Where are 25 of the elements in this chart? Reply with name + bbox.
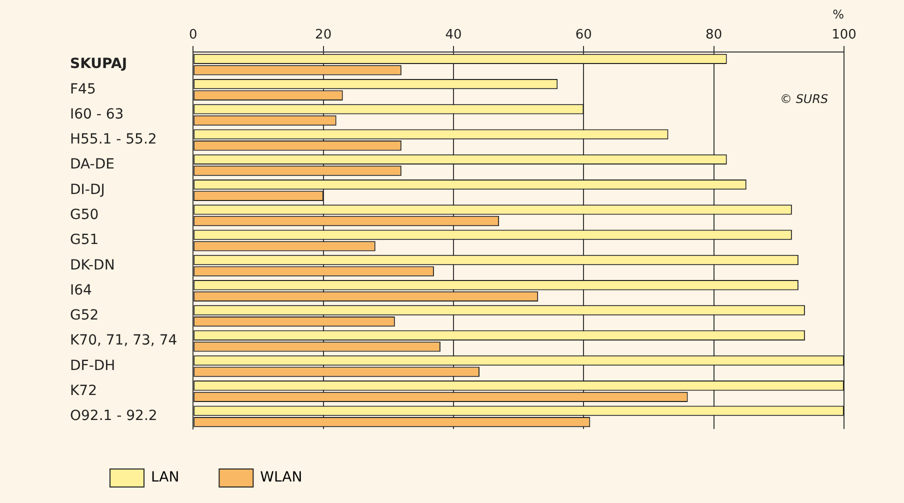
y-tick-label: DA-DE xyxy=(70,156,114,173)
x-tick-label: 20 xyxy=(315,28,332,43)
x-tick-label: 60 xyxy=(575,28,592,43)
y-tick-label: SKUPAJ xyxy=(70,56,128,72)
y-tick-label: I60 - 63 xyxy=(70,106,124,122)
legend-label: LAN xyxy=(151,470,180,486)
x-tick-label: 40 xyxy=(445,28,462,43)
y-tick-label: G52 xyxy=(70,308,99,324)
y-tick-label: DI-DJ xyxy=(70,182,105,198)
y-tick-label: G50 xyxy=(70,207,99,224)
x-axis-title: % xyxy=(832,7,844,22)
y-tick-label: K72 xyxy=(70,382,97,399)
y-tick-label: H55.1 - 55.2 xyxy=(70,132,157,148)
y-tick-label: F45 xyxy=(70,81,96,98)
y-tick-label: G51 xyxy=(70,232,99,248)
y-tick-label: DF-DH xyxy=(70,358,116,374)
x-tick-label: 0 xyxy=(189,28,198,43)
x-tick-label: 100 xyxy=(832,28,856,43)
annotation: © SURS xyxy=(780,92,828,106)
legend-label: WLAN xyxy=(260,470,302,486)
y-tick-label: K70, 71, 73, 74 xyxy=(70,332,178,349)
y-tick-label: O92.1 - 92.2 xyxy=(70,408,158,424)
y-tick-label: DK-DN xyxy=(70,257,115,274)
y-tick-label: I64 xyxy=(70,282,92,298)
x-tick-label: 80 xyxy=(706,28,722,43)
